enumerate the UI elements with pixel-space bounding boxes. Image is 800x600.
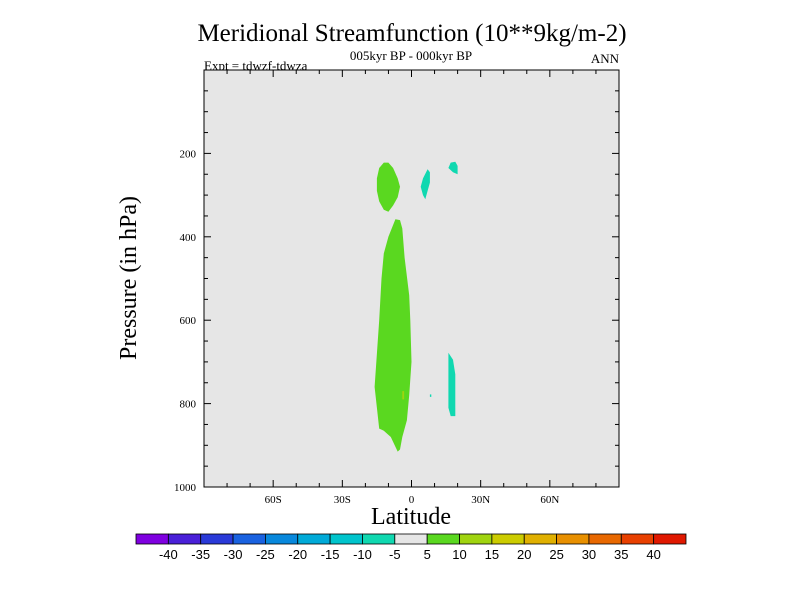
colorbar: -40 -35 -30 -25 -20 -15 -10 -5 5 10 15 20 25 30 35 40 <box>135 533 687 562</box>
contour-region-positive-spot <box>402 391 405 400</box>
colorbar-swatch <box>232 533 266 545</box>
colorbar-label: -25 <box>256 547 275 562</box>
colorbar-swatch <box>167 533 202 545</box>
y-tick-label: 200 <box>180 148 197 160</box>
colorbar-label: 15 <box>485 547 499 562</box>
y-tick-label: 600 <box>180 315 197 327</box>
colorbar-swatch <box>556 533 590 545</box>
x-tick-label: 0 <box>409 494 415 506</box>
plot-area: 200 400 600 800 1000 60S 30S 0 30N 60N <box>174 69 620 506</box>
colorbar-swatch <box>329 533 363 545</box>
colorbar-label: -20 <box>288 547 307 562</box>
y-axis-label: Pressure (in hPa) <box>116 196 142 360</box>
colorbar-swatch <box>394 533 428 545</box>
colorbar-swatch <box>297 533 331 545</box>
y-tick-label: 800 <box>180 399 197 411</box>
colorbar-label: -35 <box>191 547 210 562</box>
colorbar-label: 10 <box>452 547 466 562</box>
y-tick-label: 1000 <box>174 482 197 494</box>
x-tick-label: 30N <box>471 494 490 506</box>
colorbar-label: 35 <box>614 547 628 562</box>
colorbar-swatch <box>653 533 687 545</box>
x-tick-label: 60S <box>265 494 282 506</box>
experiment-label: Expt = tdwzf-tdwza <box>204 58 308 73</box>
chart-subtitle: 005kyr BP - 000kyr BP <box>350 48 472 63</box>
colorbar-label: 5 <box>424 547 431 562</box>
contour-region-negative-cell-d <box>429 394 432 397</box>
colorbar-label: 30 <box>582 547 596 562</box>
x-tick-label: 30S <box>334 494 351 506</box>
colorbar-swatch <box>588 533 622 545</box>
contour-region-positive-main-cell <box>374 219 412 452</box>
colorbar-swatch <box>459 533 493 545</box>
colorbar-swatch <box>426 533 460 545</box>
colorbar-swatch <box>135 533 169 545</box>
colorbar-swatch <box>200 533 234 545</box>
contour-region-negative-cell-a <box>420 169 430 200</box>
season-label: ANN <box>591 51 620 66</box>
colorbar-label: -30 <box>224 547 243 562</box>
contour-region-positive-upper-cell <box>376 162 400 212</box>
colorbar-swatch <box>491 533 525 545</box>
colorbar-label: -40 <box>159 547 178 562</box>
contour-fill-group <box>374 161 458 452</box>
colorbar-swatch <box>265 533 299 545</box>
colorbar-swatch <box>523 533 557 545</box>
contour-region-negative-cell-c <box>448 352 456 417</box>
colorbar-swatch <box>620 533 655 545</box>
colorbar-label: 40 <box>646 547 660 562</box>
x-axis-label: Latitude <box>371 504 451 530</box>
y-tick-label: 400 <box>180 232 197 244</box>
colorbar-swatch <box>362 533 396 545</box>
colorbar-label: -5 <box>389 547 401 562</box>
tick-group: 200 400 600 800 1000 60S 30S 0 30N 60N <box>174 70 619 506</box>
chart-title: Meridional Streamfunction (10**9kg/m-2) <box>197 20 626 47</box>
colorbar-label: -15 <box>321 547 340 562</box>
colorbar-label: 25 <box>549 547 563 562</box>
plot-background <box>204 70 619 487</box>
colorbar-label: 20 <box>517 547 531 562</box>
colorbar-label: -10 <box>353 547 372 562</box>
contour-region-negative-cell-b <box>448 161 458 175</box>
x-tick-label: 60N <box>540 494 559 506</box>
